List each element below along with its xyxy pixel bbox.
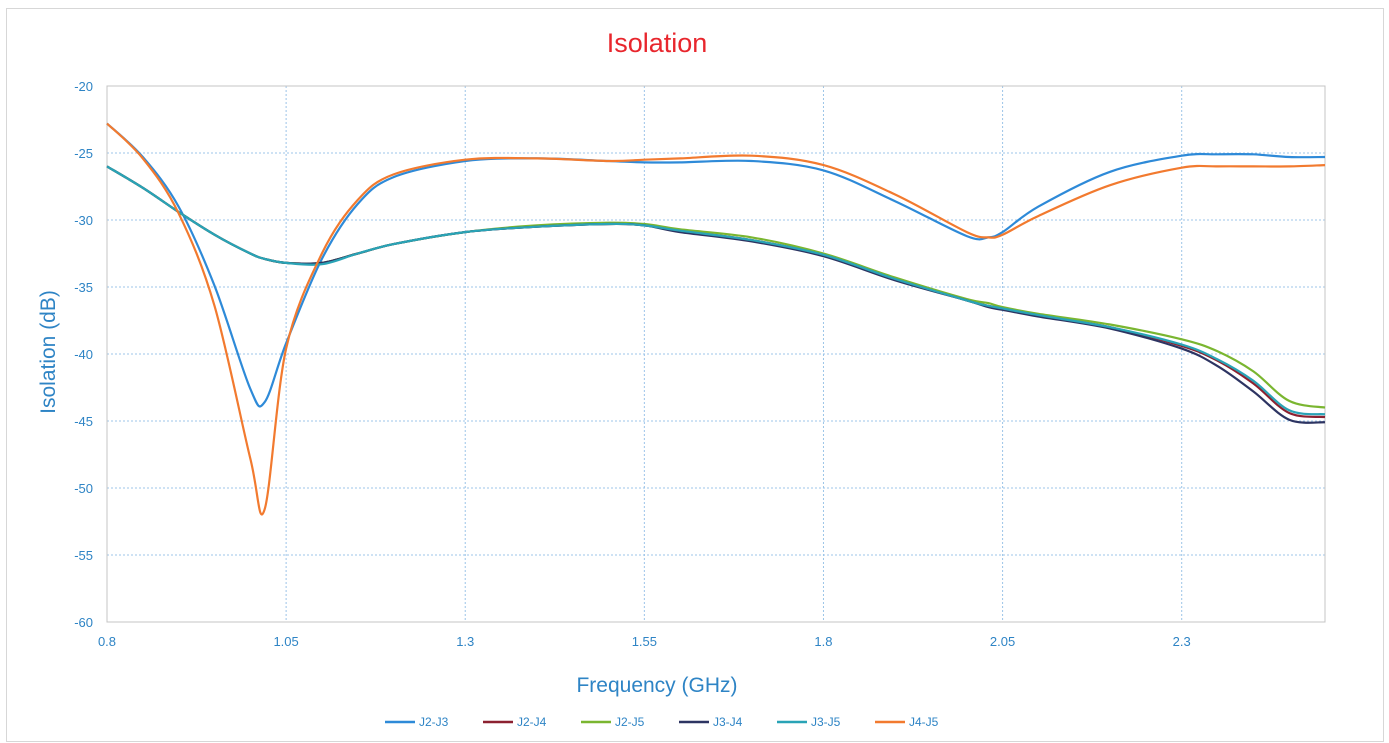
isolation-chart: 0.8 1.05 1.3 1.55 1.8 2.05 2.3 -20 -25 -30 -35 -40 -… — [37, 28, 1326, 729]
x-axis-title: Frequency (GHz) — [576, 674, 737, 697]
y-axis-title: Isolation (dB) — [37, 290, 60, 414]
x-tick-label: 1.8 — [814, 634, 832, 649]
legend-item-j2-j5: J2-J5 — [581, 715, 645, 729]
y-tick-label: -35 — [74, 280, 93, 295]
legend-item-j4-j5: J4-J5 — [875, 715, 939, 729]
plot-area — [106, 85, 1326, 623]
legend-label: J2-J4 — [517, 715, 547, 729]
x-tick-label: 0.8 — [98, 634, 116, 649]
legend-label: J3-J5 — [811, 715, 841, 729]
series-line-j2-j4 — [106, 165, 1326, 419]
legend-label: J3-J4 — [713, 715, 743, 729]
series-line-j4-j5 — [106, 122, 1326, 516]
grid — [107, 86, 1325, 622]
y-tick-label: -60 — [74, 615, 93, 630]
y-tick-label: -40 — [74, 347, 93, 362]
legend-label: J2-J5 — [615, 715, 645, 729]
chart-title: Isolation — [607, 28, 708, 58]
legend: J2-J3 J2-J4 J2-J5 J3-J4 J3-J5 J4-J5 — [385, 715, 939, 729]
series-lines — [106, 122, 1326, 516]
y-tick-label: -25 — [74, 146, 93, 161]
x-tick-label: 1.05 — [273, 634, 298, 649]
legend-item-j2-j3: J2-J3 — [385, 715, 449, 729]
legend-label: J4-J5 — [909, 715, 939, 729]
legend-item-j3-j4: J3-J4 — [679, 715, 743, 729]
y-tick-label: -30 — [74, 213, 93, 228]
y-tick-label: -55 — [74, 548, 93, 563]
y-tick-label: -20 — [74, 79, 93, 94]
legend-item-j3-j5: J3-J5 — [777, 715, 841, 729]
chart-frame: 0.8 1.05 1.3 1.55 1.8 2.05 2.3 -20 -25 -30 -35 -40 -… — [6, 8, 1384, 742]
axis-ticks: 0.8 1.05 1.3 1.55 1.8 2.05 2.3 -20 -25 -30 -35 -40 -… — [74, 79, 1191, 649]
series-line-j3-j4 — [106, 165, 1326, 424]
y-tick-label: -45 — [74, 414, 93, 429]
x-tick-label: 2.3 — [1173, 634, 1191, 649]
series-line-j2-j3 — [106, 122, 1326, 408]
y-tick-label: -50 — [74, 481, 93, 496]
x-tick-label: 1.55 — [632, 634, 657, 649]
x-tick-label: 1.3 — [456, 634, 474, 649]
x-tick-label: 2.05 — [990, 634, 1015, 649]
legend-item-j2-j4: J2-J4 — [483, 715, 547, 729]
legend-label: J2-J3 — [419, 715, 449, 729]
series-line-j3-j5 — [106, 165, 1326, 416]
